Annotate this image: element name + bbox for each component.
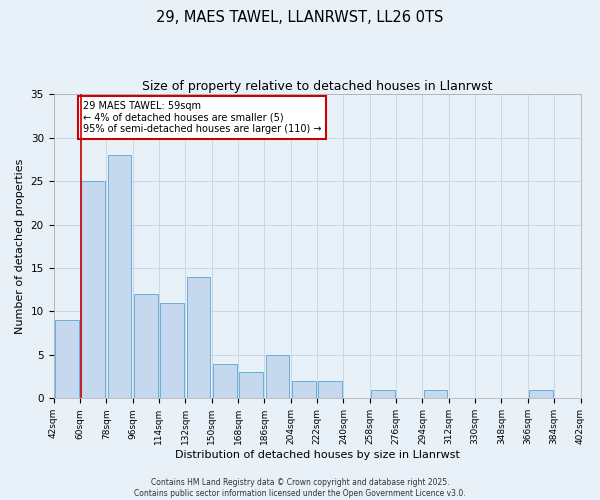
Bar [371,390,395,398]
Text: Contains HM Land Registry data © Crown copyright and database right 2025.
Contai: Contains HM Land Registry data © Crown c… [134,478,466,498]
Bar [319,381,342,398]
Text: 29, MAES TAWEL, LLANRWST, LL26 0TS: 29, MAES TAWEL, LLANRWST, LL26 0TS [157,10,443,25]
Bar [160,302,184,398]
Text: 29 MAES TAWEL: 59sqm
← 4% of detached houses are smaller (5)
95% of semi-detache: 29 MAES TAWEL: 59sqm ← 4% of detached ho… [83,101,321,134]
Bar [187,276,211,398]
Bar [213,364,236,398]
Bar [424,390,448,398]
Bar [239,372,263,398]
Title: Size of property relative to detached houses in Llanrwst: Size of property relative to detached ho… [142,80,492,93]
Bar [266,355,289,399]
Y-axis label: Number of detached properties: Number of detached properties [15,158,25,334]
Bar [292,381,316,398]
Bar [81,181,105,398]
Bar [134,294,158,399]
Bar [55,320,79,398]
X-axis label: Distribution of detached houses by size in Llanrwst: Distribution of detached houses by size … [175,450,460,460]
Bar [107,155,131,398]
Bar [529,390,553,398]
